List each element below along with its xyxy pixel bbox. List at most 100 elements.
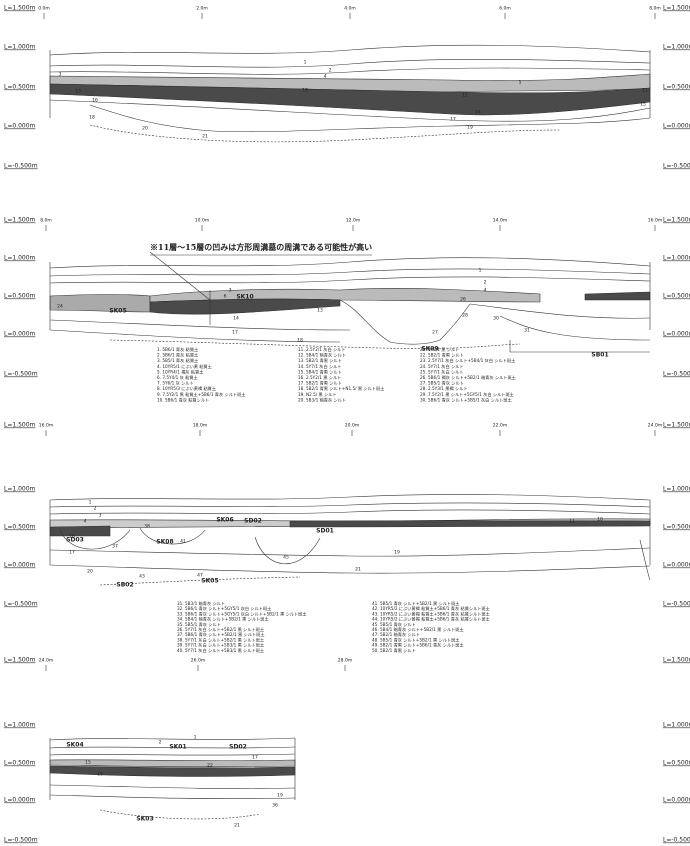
distance-label: 4.0m: [344, 6, 356, 12]
level-label: L=-0.500m: [663, 837, 690, 844]
layer-number: 17: [69, 550, 75, 556]
distance-label: 26.0m: [191, 658, 205, 664]
stratum-line: [640, 540, 650, 580]
level-label: L=1.000m: [663, 486, 690, 493]
layer-number: 38: [144, 524, 150, 530]
feature-label: SD01: [316, 528, 334, 535]
level-label: L=1.500m: [663, 5, 690, 12]
feature-label: SB02: [116, 582, 133, 589]
stratum-line: [50, 45, 650, 55]
layer-number: 2: [159, 740, 162, 746]
distance-label: 24.0m: [39, 658, 53, 664]
legend-entry: 40. 5Y7/1 灰白 シルト+5B3/1 黒 シルト斑土: [177, 647, 264, 654]
layer-number: 10: [597, 517, 603, 523]
layer-number: 36: [272, 803, 278, 809]
level-label: L=1.000m: [663, 44, 690, 51]
stratum-line: [50, 68, 650, 74]
layer-number: 12: [462, 93, 468, 99]
layer-number: 11: [569, 519, 575, 525]
distance-label: 18.0m: [193, 423, 207, 429]
stratum-line: [50, 320, 350, 330]
feature-label: SK01: [169, 744, 186, 751]
stratum-line: [50, 269, 650, 276]
level-label: L=0.000m: [663, 331, 690, 338]
layer-number: 4: [84, 519, 87, 525]
stratum-line: [500, 316, 650, 340]
level-label: L=0.500m: [663, 524, 690, 531]
stratum-line: [50, 526, 110, 536]
level-label: L=1.500m: [4, 657, 36, 664]
distance-label: 28.0m: [338, 658, 352, 664]
distance-label: 12.0m: [346, 218, 360, 224]
stratum-line: [290, 521, 650, 527]
level-label: L=0.000m: [4, 331, 36, 338]
stratum-line: [510, 340, 650, 352]
layer-number: 30: [493, 316, 499, 322]
distance-label: 6.0m: [499, 6, 511, 12]
distance-label: 16.0m: [39, 423, 53, 429]
layer-number: 13: [317, 308, 323, 314]
layer-number: 16: [97, 772, 103, 778]
level-label: L=1.500m: [4, 217, 36, 224]
layer-number: 10: [302, 88, 308, 94]
level-label: L=1.500m: [4, 422, 36, 429]
level-label: L=-0.500m: [4, 371, 38, 378]
stratum-line: [50, 59, 650, 67]
stratum-line: [50, 494, 650, 500]
layer-number: 13: [75, 89, 81, 95]
layer-number: 3: [59, 72, 62, 78]
distance-label: 24.0m: [648, 423, 662, 429]
layer-number: 4: [324, 74, 327, 80]
feature-label: SD02: [244, 518, 262, 525]
distance-label: 0.0m: [38, 6, 50, 12]
layer-number: 41: [180, 539, 186, 545]
level-label: L=1.500m: [663, 217, 690, 224]
layer-number: 16: [92, 98, 98, 104]
layer-number: 21: [355, 567, 361, 573]
layer-number: 24: [57, 304, 63, 310]
stratum-line: [50, 277, 650, 283]
layer-number: 6: [224, 294, 227, 300]
layer-number: 45: [283, 555, 289, 561]
layer-number: 15: [85, 760, 91, 766]
distance-label: 8.0m: [649, 6, 661, 12]
layer-number: 19: [394, 550, 400, 556]
level-label: L=0.500m: [4, 760, 36, 767]
feature-label: SK05: [109, 308, 126, 315]
legend-entry: 50. 5B2/1 青黒 シルト: [372, 647, 416, 654]
layer-number: 28: [462, 313, 468, 319]
layer-number: 5: [519, 80, 522, 86]
level-label: L=0.500m: [4, 84, 36, 91]
layer-number: 15: [640, 102, 646, 108]
level-label: L=0.000m: [4, 123, 36, 130]
layer-number: 17: [450, 117, 456, 123]
stratum-line: [100, 810, 260, 819]
level-label: L=-0.500m: [663, 163, 690, 170]
layer-number: 43: [139, 574, 145, 580]
distance-label: 20.0m: [345, 423, 359, 429]
level-label: L=-0.500m: [663, 371, 690, 378]
layer-number: 3: [99, 513, 102, 519]
level-label: L=1.000m: [4, 44, 36, 51]
level-label: L=1.500m: [663, 657, 690, 664]
layer-number: 18: [297, 338, 303, 344]
distance-label: 8.0m: [40, 218, 52, 224]
layer-number: 16: [69, 534, 75, 540]
level-label: L=1.500m: [663, 422, 690, 429]
stratum-line: [50, 503, 650, 507]
level-label: L=1.500m: [4, 5, 36, 12]
layer-number: 31: [524, 328, 530, 334]
feature-label: SK04: [66, 742, 83, 749]
layer-number: 17: [232, 330, 238, 336]
level-label: L=0.000m: [4, 797, 36, 804]
feature-label: SK03: [136, 816, 153, 823]
level-label: L=1.000m: [663, 722, 690, 729]
distance-label: 2.0m: [196, 6, 208, 12]
feature-label: SB01: [591, 352, 608, 359]
layer-number: 1: [479, 268, 482, 274]
layer-number: 2: [329, 68, 332, 74]
stratum-line: [340, 300, 470, 344]
layer-number: 4: [484, 288, 487, 294]
layer-number: 1: [89, 500, 92, 506]
layer-number: 3: [229, 288, 232, 294]
